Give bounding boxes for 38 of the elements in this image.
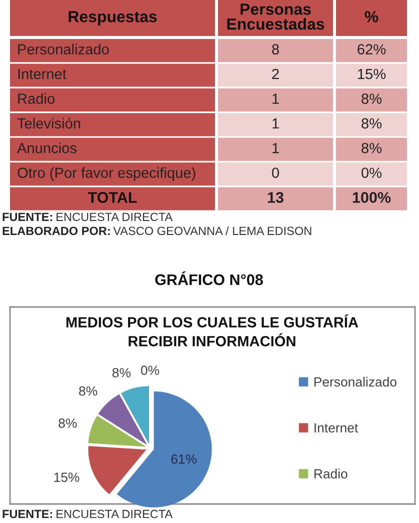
data-label: 15% <box>54 472 80 482</box>
data-label: 8% <box>362 118 382 129</box>
data-label: 2 <box>272 68 279 80</box>
data-label: 8% <box>112 368 130 378</box>
category-label: Anuncios <box>17 142 76 154</box>
legend-label: Radio <box>314 468 348 478</box>
data-label: 0% <box>362 168 382 178</box>
chart-title: GRÁFICO N°08 <box>155 271 263 286</box>
text: 0% <box>140 366 160 375</box>
category-label: Televisión <box>17 118 80 129</box>
category-label: Radio <box>18 93 54 104</box>
data-label: 62% <box>358 44 386 54</box>
data-label: 8% <box>362 142 382 154</box>
source-note: FUENTE: ENCUESTA DIRECTA <box>2 212 173 222</box>
chart-subtitle: MEDIOS POR LOS CUALES LE GUSTARÍA RECIBIR INFORMACIÓN <box>66 314 358 346</box>
data-label: 8 <box>272 44 279 54</box>
data-label: 8% <box>362 94 382 104</box>
category-label: Personalizado <box>18 44 109 54</box>
legend-label: Internet <box>314 423 358 433</box>
text: ELABORADO POR: VASCO GEOVANNA / LEMA EDISON <box>2 226 312 236</box>
legend-label: Personalizado <box>314 376 396 387</box>
data-label: 8% <box>79 386 98 396</box>
data-label: 100% <box>352 192 391 203</box>
data-label: 61% <box>171 454 197 464</box>
data-label: 1 <box>272 143 279 154</box>
data-label: 8% <box>58 418 77 428</box>
category-label: TOTAL <box>88 192 137 203</box>
data-label: 13 <box>268 192 284 203</box>
source-note: FUENTE: ENCUESTA DIRECTA <box>2 510 173 518</box>
series-label: % <box>364 11 378 22</box>
category-label: Internet <box>18 68 66 80</box>
text: Respuestas <box>68 11 157 26</box>
data-label: 15% <box>358 68 386 80</box>
data-label: 0 <box>272 168 279 178</box>
data-label: 1 <box>272 118 279 128</box>
data-label: 1 <box>272 94 279 104</box>
category-label: Otro (Por favor especifique) <box>18 167 196 181</box>
series-label: Personas Encuestadas <box>227 4 324 30</box>
